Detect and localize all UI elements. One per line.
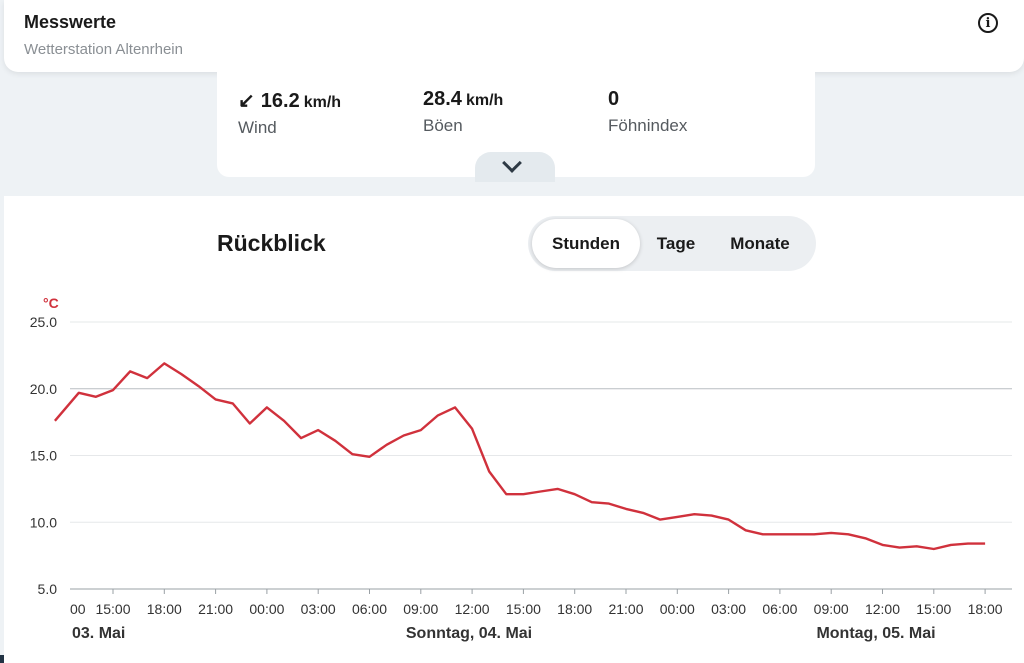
x-tick-label: 03:00 [301, 601, 336, 617]
x-tick-label: 15:00 [506, 601, 541, 617]
x-tick-label: 00:00 [660, 601, 695, 617]
edge-marker [0, 655, 4, 663]
tab-monate[interactable]: Monate [730, 234, 790, 253]
tab-tage[interactable]: Tage [656, 234, 696, 253]
stats-card: ↙ 16.2 km/h Wind 28.4 km/h Böen 0 Föhnindex [217, 72, 815, 182]
expand-button[interactable] [475, 152, 555, 182]
y-tick-label: 5.0 [38, 581, 58, 597]
y-tick-label: 10.0 [30, 514, 57, 530]
review-panel: Rückblick Stunden Tage Monate [4, 196, 1024, 663]
x-tick-label: 12:00 [865, 601, 900, 617]
x-tick-label: 18:00 [968, 601, 1003, 617]
wind-value: 16.2 [260, 90, 300, 112]
x-tick-label: 18:00 [147, 601, 182, 617]
time-range-selector: Stunden Tage Monate [528, 216, 816, 271]
x-tick-label: 21:00 [198, 601, 233, 617]
foehn-value: 0 [608, 88, 620, 110]
gusts-value: 28.4 [423, 88, 462, 110]
date-label: Montag, 05. Mai [816, 625, 935, 642]
info-icon[interactable]: i [978, 13, 998, 33]
tab-stunden[interactable]: Stunden [532, 219, 640, 268]
foehn-stat: 0 Föhnindex [608, 88, 687, 136]
gusts-label: Böen [423, 116, 463, 135]
gusts-stat: 28.4 km/h Böen [423, 88, 503, 136]
date-label: 03. Mai [72, 625, 125, 642]
foehn-label: Föhnindex [608, 116, 688, 135]
date-label: Sonntag, 04. Mai [406, 625, 532, 642]
header: Messwerte Wetterstation Altenrhein i [4, 0, 1024, 72]
y-unit-label: °C [43, 295, 59, 311]
wind-unit: km/h [303, 94, 342, 111]
x-tick-label: 00:00 [249, 601, 284, 617]
x-tick-label: 15:00 [95, 601, 130, 617]
y-tick-label: 25.0 [30, 314, 57, 330]
x-tick-label: 06:00 [352, 601, 387, 617]
x-tick-label: 03:00 [711, 601, 746, 617]
x-tick-label: 18:00 [557, 601, 592, 617]
x-tick-label: 12:00 [455, 601, 490, 617]
x-tick-label: 00 [70, 601, 86, 617]
x-tick-label: 09:00 [814, 601, 849, 617]
x-tick-label: 15:00 [916, 601, 951, 617]
y-tick-label: 20.0 [30, 381, 57, 397]
temperature-series-line [53, 362, 986, 551]
x-tick-label: 06:00 [762, 601, 797, 617]
y-tick-label: 15.0 [30, 448, 57, 464]
page-title: Messwerte [24, 12, 117, 32]
x-tick-label: 21:00 [608, 601, 643, 617]
x-tick-label: 09:00 [403, 601, 438, 617]
wind-stat: ↙ 16.2 km/h Wind [238, 88, 341, 138]
review-title: Rückblick [217, 230, 326, 256]
wind-label: Wind [238, 118, 277, 137]
gusts-unit: km/h [465, 92, 504, 109]
arrow-down-left-icon: ↙ [238, 90, 255, 112]
station-name: Wetterstation Altenrhein [24, 41, 183, 58]
